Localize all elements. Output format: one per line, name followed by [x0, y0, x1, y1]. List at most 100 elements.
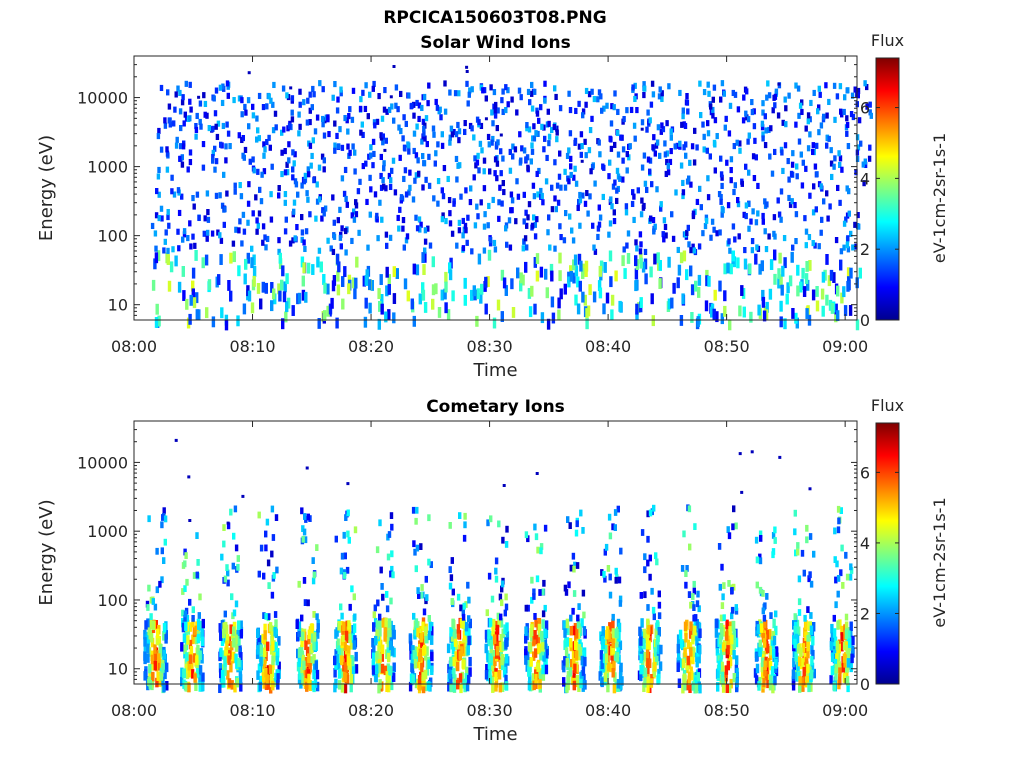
heatmap-cell — [743, 247, 747, 254]
heatmap-cell — [412, 147, 416, 155]
heatmap-cell — [285, 161, 289, 168]
heatmap-cell — [198, 675, 202, 685]
heatmap-cell — [157, 315, 161, 327]
heatmap-cell — [611, 613, 615, 621]
heatmap-cell — [863, 80, 867, 87]
heatmap-cell — [441, 212, 445, 219]
heatmap-cell — [498, 593, 503, 601]
heatmap-cell — [227, 678, 232, 688]
heatmap-cell — [381, 139, 385, 146]
heatmap-cell — [497, 670, 502, 680]
heatmap-cell — [148, 619, 152, 630]
heatmap-cell — [580, 655, 584, 666]
heatmap-cell — [501, 641, 505, 652]
heatmap-cell — [829, 147, 833, 154]
heatmap-cell — [238, 668, 243, 678]
heatmap-cell — [201, 141, 206, 148]
heatmap-cell — [500, 599, 504, 607]
heatmap-cell — [256, 283, 261, 294]
heatmap-cell — [392, 65, 396, 68]
y-axis-label: Energy (eV) — [36, 135, 57, 241]
heatmap-cell — [481, 87, 485, 94]
heatmap-cell — [304, 640, 308, 651]
heatmap-cell — [423, 135, 427, 142]
heatmap-cell — [259, 198, 264, 205]
heatmap-cell — [269, 191, 273, 198]
heatmap-cell — [758, 530, 763, 538]
heatmap-cell — [412, 263, 416, 275]
heatmap-cell — [306, 513, 310, 521]
heatmap-cell — [230, 680, 234, 690]
heatmap-cell — [335, 253, 340, 265]
heatmap-cell — [530, 81, 534, 89]
heatmap-cell — [723, 290, 727, 302]
heatmap-cell — [157, 166, 161, 174]
heatmap-cell — [719, 634, 723, 645]
heatmap-cell — [762, 310, 767, 322]
heatmap-cell — [597, 139, 601, 146]
heatmap-cell — [166, 89, 170, 96]
heatmap-cell — [618, 640, 623, 651]
heatmap-cell — [172, 120, 176, 127]
heatmap-cell — [616, 505, 620, 513]
heatmap-cell — [369, 152, 373, 159]
heatmap-cell — [648, 573, 652, 581]
heatmap-cell — [431, 284, 436, 296]
heatmap-cell — [298, 670, 302, 680]
heatmap-cell — [417, 592, 421, 599]
heatmap-cell — [683, 122, 688, 130]
heatmap-cell — [741, 117, 746, 124]
heatmap-cell — [519, 280, 523, 292]
heatmap-cell — [479, 122, 484, 130]
heatmap-cell — [657, 673, 661, 684]
heatmap-cell — [163, 669, 167, 680]
heatmap-cell — [785, 293, 789, 305]
heatmap-cell — [297, 292, 302, 304]
heatmap-cell — [779, 216, 783, 223]
heatmap-cell — [803, 215, 807, 222]
heatmap-cell — [151, 279, 156, 291]
heatmap-cell — [550, 270, 554, 282]
heatmap-cell — [519, 157, 523, 164]
heatmap-cell — [570, 227, 574, 234]
heatmap-cell — [525, 125, 529, 132]
heatmap-cell — [686, 224, 690, 231]
heatmap-cell — [587, 91, 592, 98]
heatmap-cell — [417, 102, 422, 109]
heatmap-cell — [845, 644, 849, 655]
heatmap-cell — [488, 669, 492, 680]
heatmap-cell — [598, 214, 603, 221]
heatmap-cell — [680, 121, 684, 128]
heatmap-cell — [261, 281, 265, 293]
heatmap-cell — [308, 142, 313, 149]
heatmap-cell — [800, 108, 804, 116]
heatmap-cell — [411, 645, 415, 655]
heatmap-cell — [312, 669, 316, 680]
heatmap-cell — [806, 112, 811, 119]
heatmap-cell — [223, 206, 227, 213]
heatmap-cell — [412, 612, 416, 620]
heatmap-cell — [793, 528, 797, 536]
heatmap-cell — [248, 158, 252, 165]
heatmap-cell — [272, 81, 276, 89]
heatmap-cell — [281, 265, 285, 277]
y-tick-label: 1000 — [87, 522, 128, 541]
heatmap-cell — [501, 88, 505, 95]
heatmap-cell — [754, 154, 758, 161]
heatmap-cell — [855, 155, 860, 163]
heatmap-cell — [162, 557, 166, 564]
heatmap-cell — [221, 83, 225, 90]
heatmap-cell — [255, 217, 259, 224]
heatmap-cell — [259, 544, 264, 552]
heatmap-cell — [602, 570, 606, 578]
heatmap-cell — [435, 104, 440, 111]
heatmap-cell — [738, 452, 742, 456]
heatmap-cell — [673, 143, 677, 150]
heatmap-cell — [486, 276, 490, 287]
heatmap-cell — [354, 277, 358, 289]
heatmap-cell — [846, 682, 850, 693]
heatmap-cell — [389, 597, 393, 605]
heatmap-cell — [426, 100, 430, 107]
heatmap-cell — [752, 108, 756, 115]
